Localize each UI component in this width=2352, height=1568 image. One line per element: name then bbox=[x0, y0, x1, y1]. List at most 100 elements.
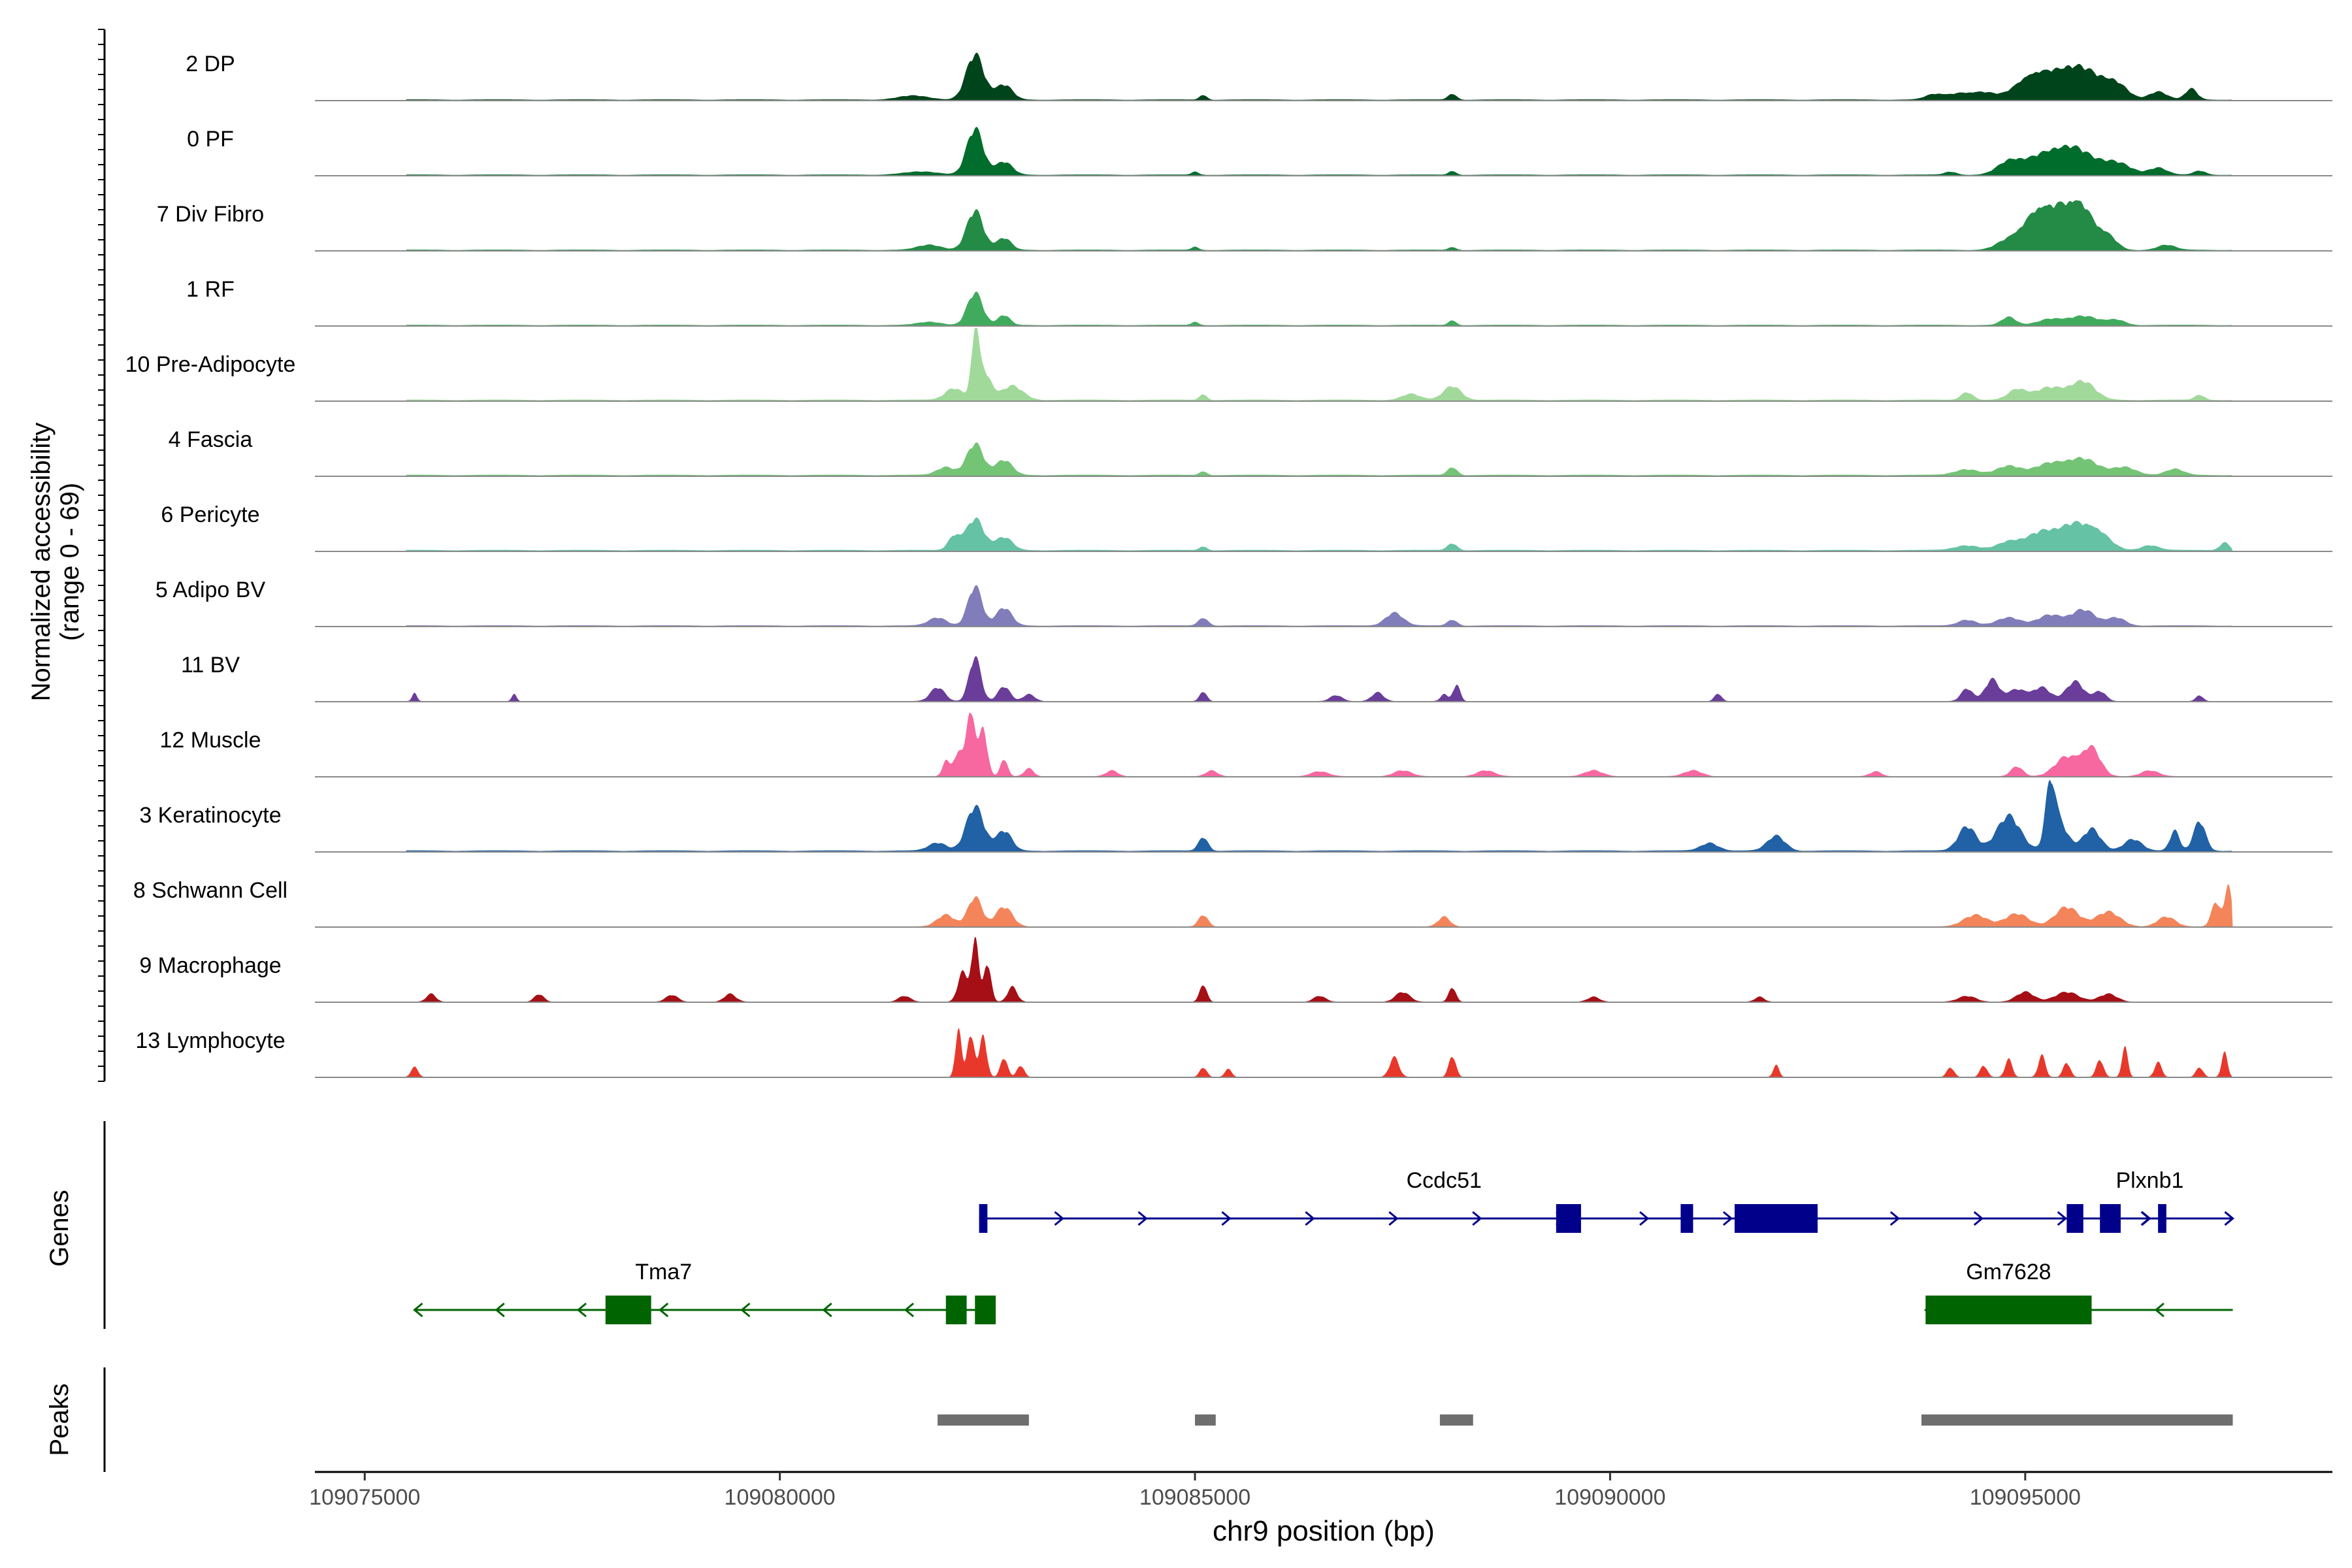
strand-arrow-icon bbox=[495, 1302, 505, 1318]
coverage-tracks: 2 DP 0 PF 7 Div Fibro 1 RF 10 Pre-Adipocyte 4… bbox=[125, 52, 2332, 1078]
gene-ccdc51: Ccdc51 bbox=[979, 1168, 2234, 1233]
strand-arrow-icon bbox=[1054, 1211, 1064, 1226]
strand-arrow-icon bbox=[2224, 1211, 2234, 1226]
x-tick-label: 109085000 bbox=[1139, 1485, 1250, 1510]
track-label-2-dp: 2 DP bbox=[186, 52, 235, 76]
strand-arrow-icon bbox=[658, 1302, 669, 1318]
peaks-panel bbox=[103, 1367, 2233, 1472]
track-label-7-div-fibro: 7 Div Fibro bbox=[157, 202, 264, 227]
track-label-1-rf: 1 RF bbox=[186, 277, 235, 302]
gene-label-gm7628: Gm7628 bbox=[1966, 1260, 2051, 1284]
x-axis-label: chr9 position (bp) bbox=[1213, 1515, 1435, 1547]
exon-tma7 bbox=[605, 1296, 651, 1324]
strand-arrow-icon bbox=[1973, 1211, 1984, 1226]
strand-arrow-icon bbox=[1472, 1211, 1482, 1226]
track-3-keratinocyte: 3 Keratinocyte bbox=[139, 779, 2332, 853]
peak-region bbox=[938, 1414, 1029, 1426]
strand-arrow-icon bbox=[822, 1302, 832, 1318]
coverage-area-7-div-fibro bbox=[406, 200, 2233, 251]
exon-tma7 bbox=[945, 1296, 967, 1324]
y-axis-range-label: (range 0 - 69) bbox=[56, 483, 84, 641]
x-tick-label: 109075000 bbox=[309, 1485, 420, 1510]
track-13-lymphocyte: 13 Lymphocyte bbox=[135, 1027, 2332, 1078]
coverage-area-10-pre-adipocyte bbox=[406, 328, 2233, 401]
track-11-bv: 11 BV bbox=[181, 653, 2332, 702]
coverage-area-2-dp bbox=[406, 52, 2233, 101]
coverage-area-11-bv bbox=[406, 655, 2233, 702]
strand-arrow-icon bbox=[2154, 1302, 2164, 1318]
strand-arrow-icon bbox=[1639, 1211, 1650, 1226]
exon-ccdc51 bbox=[1680, 1204, 1693, 1233]
track-6-pericyte: 6 Pericyte bbox=[161, 502, 2332, 552]
y-axis-label: Normalized accessibility bbox=[27, 423, 56, 702]
x-tick-label: 109095000 bbox=[1970, 1485, 2081, 1510]
strand-arrow-icon bbox=[2057, 1211, 2068, 1226]
track-9-macrophage: 9 Macrophage bbox=[139, 937, 2332, 1003]
gene-label-plxnb1: Plxnb1 bbox=[2115, 1168, 2183, 1193]
peaks-panel-label: Peaks bbox=[45, 1383, 74, 1456]
coverage-area-3-keratinocyte bbox=[406, 779, 2233, 852]
track-label-0-pf: 0 PF bbox=[187, 127, 234, 152]
track-1-rf: 1 RF bbox=[186, 277, 2332, 327]
gene-label-ccdc51: Ccdc51 bbox=[1407, 1168, 1482, 1193]
strand-arrow-icon bbox=[1305, 1211, 1315, 1226]
track-label-3-keratinocyte: 3 Keratinocyte bbox=[139, 803, 281, 828]
coverage-area-0-pf bbox=[406, 127, 2233, 176]
gene-plxnb1: Plxnb1 bbox=[2066, 1168, 2234, 1233]
exon-tma7 bbox=[975, 1296, 996, 1324]
strand-arrow-icon bbox=[1889, 1211, 1901, 1226]
track-label-10-pre-adipocyte: 10 Pre-Adipocyte bbox=[125, 352, 296, 377]
track-label-13-lymphocyte: 13 Lymphocyte bbox=[135, 1028, 285, 1053]
coverage-area-6-pericyte bbox=[406, 517, 2233, 551]
strand-arrow-icon bbox=[1137, 1211, 1148, 1226]
track-label-11-bv: 11 BV bbox=[181, 653, 240, 678]
track-12-muscle: 12 Muscle bbox=[160, 712, 2332, 777]
strand-arrow-icon bbox=[576, 1302, 587, 1318]
x-tick-label: 109080000 bbox=[725, 1485, 836, 1510]
coverage-area-4-fascia bbox=[406, 442, 2233, 476]
track-4-fascia: 4 Fascia bbox=[169, 427, 2332, 477]
x-tick-label: 109090000 bbox=[1554, 1485, 1665, 1510]
strand-arrow-icon bbox=[1221, 1211, 1232, 1226]
track-7-div-fibro: 7 Div Fibro bbox=[157, 200, 2332, 252]
strand-arrow-icon bbox=[904, 1302, 915, 1318]
exon-plxnb1 bbox=[2100, 1204, 2121, 1233]
track-10-pre-adipocyte: 10 Pre-Adipocyte bbox=[125, 328, 2332, 402]
track-2-dp: 2 DP bbox=[186, 52, 2332, 101]
coverage-area-1-rf bbox=[406, 291, 2233, 326]
strand-arrow-icon bbox=[1388, 1211, 1399, 1226]
exon-ccdc51 bbox=[1556, 1204, 1581, 1233]
track-8-schwann-cell: 8 Schwann Cell bbox=[133, 878, 2332, 928]
x-axis: 109075000 109080000 109085000 109090000 1090… bbox=[309, 1471, 2332, 1510]
strand-arrow-icon bbox=[740, 1302, 751, 1318]
gene-label-tma7: Tma7 bbox=[635, 1260, 692, 1284]
y-axis bbox=[98, 29, 106, 1082]
track-label-6-pericyte: 6 Pericyte bbox=[161, 502, 259, 527]
genes-panel-label: Genes bbox=[45, 1190, 74, 1267]
exon-plxnb1 bbox=[2158, 1204, 2166, 1233]
track-0-pf: 0 PF bbox=[187, 127, 2332, 176]
exon-gm7628 bbox=[1925, 1296, 2092, 1324]
strand-arrow-icon bbox=[1722, 1211, 1733, 1226]
peak-region bbox=[1195, 1414, 1216, 1426]
exon-plxnb1 bbox=[2066, 1204, 2083, 1233]
strand-arrow-icon bbox=[2141, 1211, 2151, 1226]
exon-ccdc51 bbox=[979, 1204, 988, 1233]
strand-arrow-icon bbox=[413, 1302, 423, 1318]
exon-ccdc51 bbox=[1735, 1204, 1818, 1233]
gene-tma7: Tma7 bbox=[413, 1260, 996, 1324]
coverage-area-5-adipo-bv bbox=[406, 585, 2233, 627]
coverage-area-9-macrophage bbox=[406, 937, 2233, 1002]
gene-gm7628: Gm7628 bbox=[1923, 1260, 2233, 1324]
coverage-area-12-muscle bbox=[406, 712, 2233, 777]
peak-region bbox=[1439, 1414, 1473, 1426]
track-label-12-muscle: 12 Muscle bbox=[160, 728, 261, 753]
coverage-area-8-schwann-cell bbox=[406, 884, 2233, 927]
track-label-5-adipo-bv: 5 Adipo BV bbox=[155, 578, 266, 602]
track-label-4-fascia: 4 Fascia bbox=[169, 427, 253, 452]
peak-region bbox=[1921, 1414, 2233, 1426]
track-label-8-schwann-cell: 8 Schwann Cell bbox=[133, 878, 287, 903]
genes-panel: Ccdc51 Plxnb1 Tma7 Gm7628 bbox=[103, 1121, 2234, 1329]
track-5-adipo-bv: 5 Adipo BV bbox=[155, 578, 2332, 627]
